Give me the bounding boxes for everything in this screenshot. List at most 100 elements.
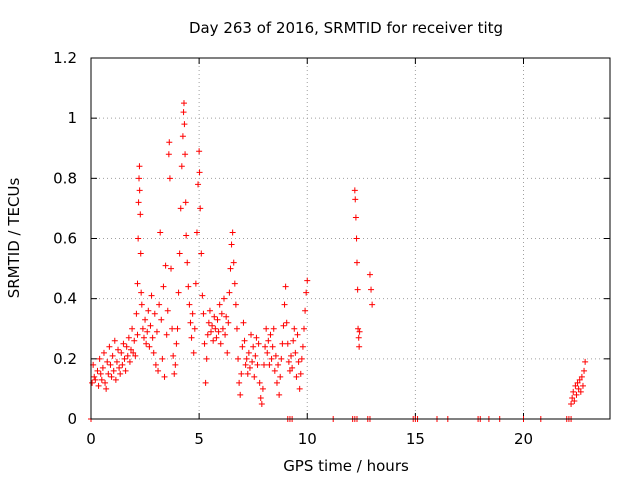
data-point: [156, 301, 163, 308]
data-point: [290, 337, 297, 344]
data-point: [189, 310, 196, 317]
data-point: [219, 325, 226, 332]
data-point: [259, 385, 266, 392]
y-tick-label: 1: [67, 109, 77, 127]
data-point: [175, 289, 182, 296]
data-point: [139, 325, 146, 332]
data-point: [148, 292, 155, 299]
data-point: [99, 364, 106, 371]
data-point: [134, 280, 141, 287]
data-point: [136, 187, 143, 194]
data-point: [258, 400, 265, 407]
data-point: [153, 328, 160, 335]
y-tick-label: 0.2: [53, 350, 77, 368]
data-point: [124, 352, 131, 359]
data-point: [292, 349, 299, 356]
data-point: [217, 340, 224, 347]
data-point: [212, 325, 219, 332]
data-point: [135, 235, 142, 242]
x-tick-label: 5: [194, 430, 204, 448]
data-point: [235, 355, 242, 362]
data-point: [151, 310, 158, 317]
data-point: [191, 325, 198, 332]
data-point: [123, 343, 130, 350]
data-point: [251, 373, 258, 380]
data-point: [355, 334, 362, 341]
y-tick-label: 0: [67, 410, 77, 428]
data-point: [369, 301, 376, 308]
y-tick-label: 1.2: [53, 49, 77, 67]
data-point: [208, 328, 215, 335]
data-point: [288, 352, 295, 359]
data-point: [282, 283, 289, 290]
data-point: [204, 331, 211, 338]
data-point: [356, 328, 363, 335]
data-point: [177, 205, 184, 212]
data-point: [366, 271, 373, 278]
data-point: [108, 373, 115, 380]
data-point: [225, 319, 232, 326]
data-point: [168, 265, 175, 272]
data-point: [569, 394, 576, 401]
data-point: [264, 349, 271, 356]
data-point: [205, 319, 212, 326]
data-point: [242, 361, 249, 368]
data-point: [249, 358, 256, 365]
x-axis-label: GPS time / hours: [283, 457, 409, 475]
data-point: [120, 340, 127, 347]
data-point: [351, 187, 358, 194]
y-tick-labels: 0 0.2 0.4 0.6 0.8 1 1.2: [53, 49, 77, 428]
data-point: [176, 250, 183, 257]
data-point: [201, 340, 208, 347]
data-point: [257, 394, 264, 401]
data-point: [187, 319, 194, 326]
data-point: [178, 163, 185, 170]
data-point: [253, 334, 260, 341]
data-point: [285, 358, 292, 365]
data-point: [100, 349, 107, 356]
data-point: [159, 355, 166, 362]
data-point: [172, 361, 179, 368]
data-point: [568, 400, 575, 407]
data-point: [181, 121, 188, 128]
data-point: [202, 379, 209, 386]
data-point: [192, 280, 199, 287]
data-point: [299, 343, 306, 350]
data-point: [278, 355, 285, 362]
data-point: [574, 379, 581, 386]
data-point: [243, 355, 250, 362]
axis-ticks: [90, 57, 610, 420]
data-point: [198, 250, 205, 257]
data-point: [301, 325, 308, 332]
x-tick-label: 15: [406, 430, 425, 448]
data-point: [199, 292, 206, 299]
data-point: [224, 349, 231, 356]
data-point: [218, 310, 225, 317]
data-point: [131, 337, 138, 344]
data-point: [581, 367, 588, 374]
data-point: [298, 355, 305, 362]
data-point: [570, 388, 577, 395]
data-point: [193, 229, 200, 236]
data-point: [280, 322, 287, 329]
data-point: [143, 340, 150, 347]
data-point: [166, 139, 173, 146]
data-point: [106, 343, 113, 350]
data-point: [304, 277, 311, 284]
data-point: [138, 301, 145, 308]
data-point: [223, 313, 230, 320]
data-point: [184, 259, 191, 266]
data-point: [206, 307, 213, 314]
x-tick-label: 0: [86, 430, 96, 448]
data-point: [220, 295, 227, 302]
data-point: [165, 151, 172, 158]
data-point: [107, 361, 114, 368]
data-point: [200, 310, 207, 317]
data-point: [271, 367, 278, 374]
data-point: [289, 364, 296, 371]
y-axis-label: SRMTID / TECUs: [5, 178, 23, 299]
data-point: [276, 391, 283, 398]
data-point: [182, 199, 189, 206]
data-point: [265, 337, 272, 344]
